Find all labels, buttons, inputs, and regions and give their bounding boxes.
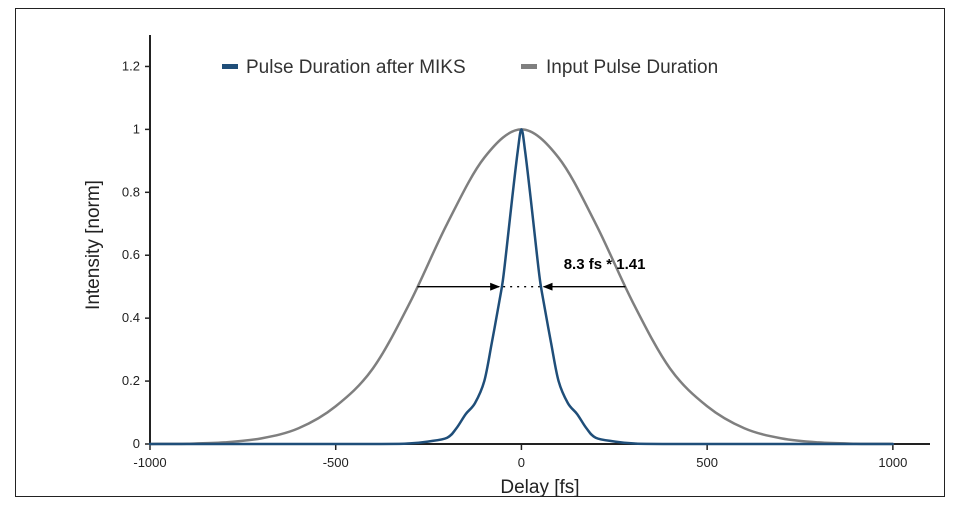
x-tick-label: 1000 bbox=[878, 455, 907, 470]
series-line-miks bbox=[148, 128, 895, 446]
x-ticks: -1000 -500 0 500 1000 bbox=[133, 444, 907, 470]
legend-swatch-miks bbox=[222, 64, 238, 69]
series-layer bbox=[148, 128, 895, 446]
y-tick-label: 1 bbox=[133, 121, 140, 136]
y-axis-label: Intensity [norm] bbox=[83, 180, 104, 310]
y-tick-label: 0.6 bbox=[122, 247, 140, 262]
chart-frame bbox=[15, 8, 945, 497]
fwhm-annotation: 8.3 fs * 1.41 bbox=[417, 256, 646, 291]
y-tick-label: 0.2 bbox=[122, 373, 140, 388]
x-tick-label: 0 bbox=[518, 455, 525, 470]
x-tick-label: -500 bbox=[323, 455, 349, 470]
series-line-input-pulse bbox=[148, 128, 895, 446]
y-tick-label: 1.2 bbox=[122, 58, 140, 73]
y-tick-label: 0.8 bbox=[122, 184, 140, 199]
legend-swatch-input bbox=[521, 64, 537, 69]
y-tick-label: 0.4 bbox=[122, 310, 140, 325]
y-tick-label: 0 bbox=[133, 436, 140, 451]
legend-label-miks: Pulse Duration after MIKS bbox=[246, 57, 466, 78]
x-tick-label: 500 bbox=[696, 455, 718, 470]
legend-label-input: Input Pulse Duration bbox=[546, 57, 718, 78]
y-ticks: 0 0.2 0.4 0.6 0.8 1 1.2 bbox=[122, 58, 150, 451]
fwhm-label: 8.3 fs * 1.41 bbox=[564, 256, 646, 273]
x-tick-label: -1000 bbox=[133, 455, 166, 470]
x-axis-label: Delay [fs] bbox=[500, 477, 579, 498]
legend: Pulse Duration after MIKS Input Pulse Du… bbox=[222, 57, 718, 78]
